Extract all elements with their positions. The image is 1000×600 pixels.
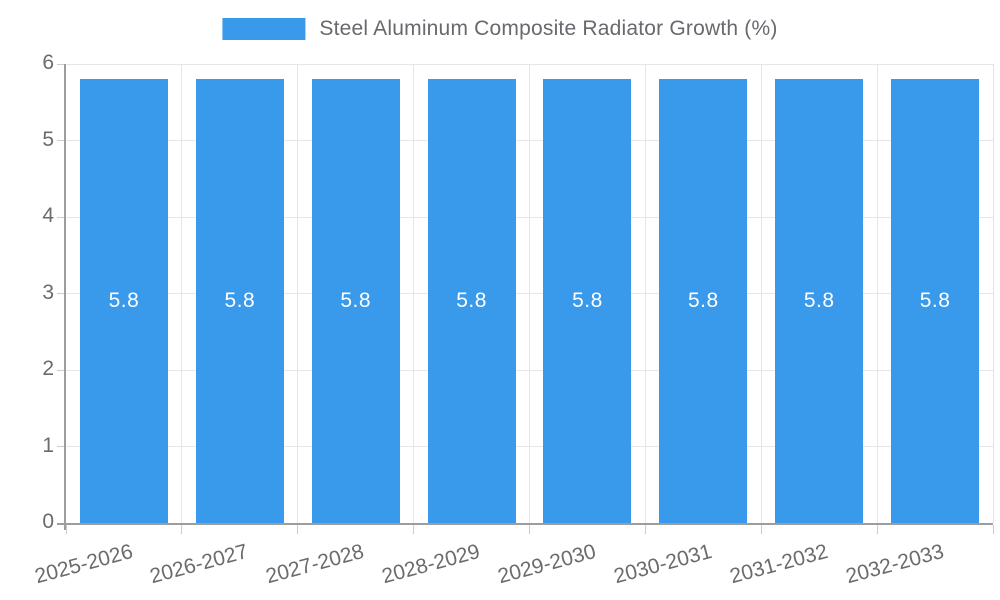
y-tick-label: 0 xyxy=(42,510,54,533)
bar: 5.8 xyxy=(775,79,864,523)
y-axis-line xyxy=(64,64,66,530)
y-tick-label: 1 xyxy=(42,433,54,457)
bar-value-label: 5.8 xyxy=(108,289,140,313)
bar: 5.8 xyxy=(891,79,980,523)
gridline-x xyxy=(992,64,994,523)
bar-value-label: 5.8 xyxy=(803,289,835,313)
x-tick xyxy=(644,525,646,534)
y-tick xyxy=(57,446,66,447)
gridline-x xyxy=(760,64,762,523)
x-tick-label: 2028-2029 xyxy=(379,540,483,589)
y-tick-label: 6 xyxy=(42,51,54,74)
gridline-x xyxy=(876,64,878,523)
x-tick-label: 2025-2026 xyxy=(31,540,135,589)
y-tick xyxy=(57,216,66,218)
y-tick xyxy=(57,63,66,65)
bar: 5.8 xyxy=(311,79,400,523)
bar: 5.8 xyxy=(79,79,168,523)
x-tick-label: 2031-2032 xyxy=(727,540,831,589)
legend-swatch xyxy=(222,18,306,40)
x-axis-line xyxy=(57,523,993,525)
y-tick xyxy=(57,369,66,371)
gridline-x xyxy=(529,64,530,523)
bar-value-label: 5.8 xyxy=(340,289,372,313)
y-tick-label: 2 xyxy=(42,357,54,380)
bar: 5.8 xyxy=(195,79,284,523)
x-tick-label: 2026-2027 xyxy=(147,540,251,589)
x-tick xyxy=(65,525,67,534)
bar: 5.8 xyxy=(543,79,632,523)
x-tick-label: 2032-2033 xyxy=(843,540,947,589)
y-tick xyxy=(57,140,66,141)
bar: 5.8 xyxy=(427,79,516,523)
gridline-x xyxy=(644,64,646,523)
bar: 5.8 xyxy=(659,79,748,523)
bar-value-label: 5.8 xyxy=(687,289,719,313)
gridline-x xyxy=(297,64,299,523)
gridline-x xyxy=(181,64,183,523)
x-tick xyxy=(876,525,878,534)
bar-value-label: 5.8 xyxy=(919,289,951,313)
bar-value-label: 5.8 xyxy=(456,289,487,313)
x-tick xyxy=(297,525,299,534)
x-tick-label: 2027-2028 xyxy=(263,540,367,589)
x-tick xyxy=(992,525,994,534)
x-tick xyxy=(413,525,415,534)
bar-value-label: 5.8 xyxy=(224,289,256,313)
y-tick-label: 4 xyxy=(42,204,54,227)
x-tick-label: 2030-2031 xyxy=(611,540,715,589)
legend-label: Steel Aluminum Composite Radiator Growth… xyxy=(319,17,778,40)
y-tick xyxy=(57,293,66,294)
x-tick xyxy=(181,525,183,534)
legend-item[interactable]: Steel Aluminum Composite Radiator Growth… xyxy=(222,17,777,41)
bar-value-label: 5.8 xyxy=(572,289,603,313)
y-tick-label: 3 xyxy=(42,280,54,304)
x-tick xyxy=(529,525,530,534)
x-tick xyxy=(760,525,762,534)
gridline-x xyxy=(413,64,415,523)
x-tick-label: 2029-2030 xyxy=(495,540,599,589)
y-tick-label: 5 xyxy=(42,127,54,151)
